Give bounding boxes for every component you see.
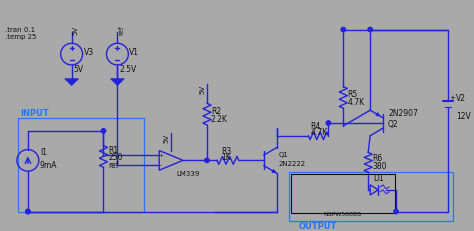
Text: R5: R5 [347, 90, 357, 99]
Circle shape [26, 209, 30, 214]
Text: .tran 0.1: .tran 0.1 [5, 27, 35, 33]
Text: ref: ref [118, 26, 124, 35]
Text: R4: R4 [310, 122, 321, 131]
Polygon shape [64, 79, 79, 86]
Text: 12V: 12V [456, 112, 471, 121]
Text: R2: R2 [211, 107, 221, 116]
Text: ref: ref [109, 161, 119, 170]
Text: R3: R3 [221, 147, 231, 156]
Text: 250: 250 [109, 153, 123, 162]
Text: -: - [160, 163, 162, 168]
Polygon shape [110, 79, 124, 86]
Text: 5V: 5V [199, 85, 205, 94]
Text: R1: R1 [109, 146, 118, 155]
Text: INPUT: INPUT [20, 109, 49, 118]
Text: V2: V2 [456, 94, 466, 103]
Text: 5V: 5V [73, 26, 79, 35]
Text: Q2: Q2 [388, 120, 399, 129]
Text: D1: D1 [373, 173, 383, 182]
Text: 2.2K: 2.2K [211, 115, 228, 124]
Bar [18, 118, 144, 212]
Circle shape [368, 27, 373, 32]
Text: I1: I1 [40, 148, 47, 157]
Text: Q1: Q1 [279, 152, 289, 158]
Text: NSPW500BS: NSPW500BS [324, 213, 362, 217]
Text: V1: V1 [129, 48, 139, 57]
Text: 4.7K: 4.7K [310, 128, 328, 137]
Text: 2N2222: 2N2222 [279, 161, 306, 167]
Text: .temp 25: .temp 25 [5, 34, 36, 40]
Text: 4.7K: 4.7K [347, 98, 365, 107]
Text: 2N2907: 2N2907 [388, 109, 418, 118]
Text: LM339: LM339 [176, 171, 200, 177]
Circle shape [205, 158, 209, 163]
Text: R6: R6 [372, 154, 383, 163]
Circle shape [394, 209, 398, 214]
Text: +: + [159, 153, 164, 158]
Circle shape [326, 121, 330, 125]
Circle shape [341, 27, 346, 32]
Text: 5V: 5V [73, 65, 84, 74]
Circle shape [101, 129, 106, 133]
Text: 380: 380 [372, 162, 387, 171]
Circle shape [26, 209, 30, 214]
Bar [289, 172, 453, 221]
Text: 1K: 1K [221, 153, 231, 162]
Bar [291, 174, 395, 213]
Text: 9mA: 9mA [40, 161, 57, 170]
Text: 2.5V: 2.5V [119, 65, 137, 74]
Text: V3: V3 [83, 48, 94, 57]
Text: OUTPUT: OUTPUT [299, 222, 337, 231]
Text: +: + [450, 95, 456, 101]
Text: 5V: 5V [163, 134, 169, 143]
